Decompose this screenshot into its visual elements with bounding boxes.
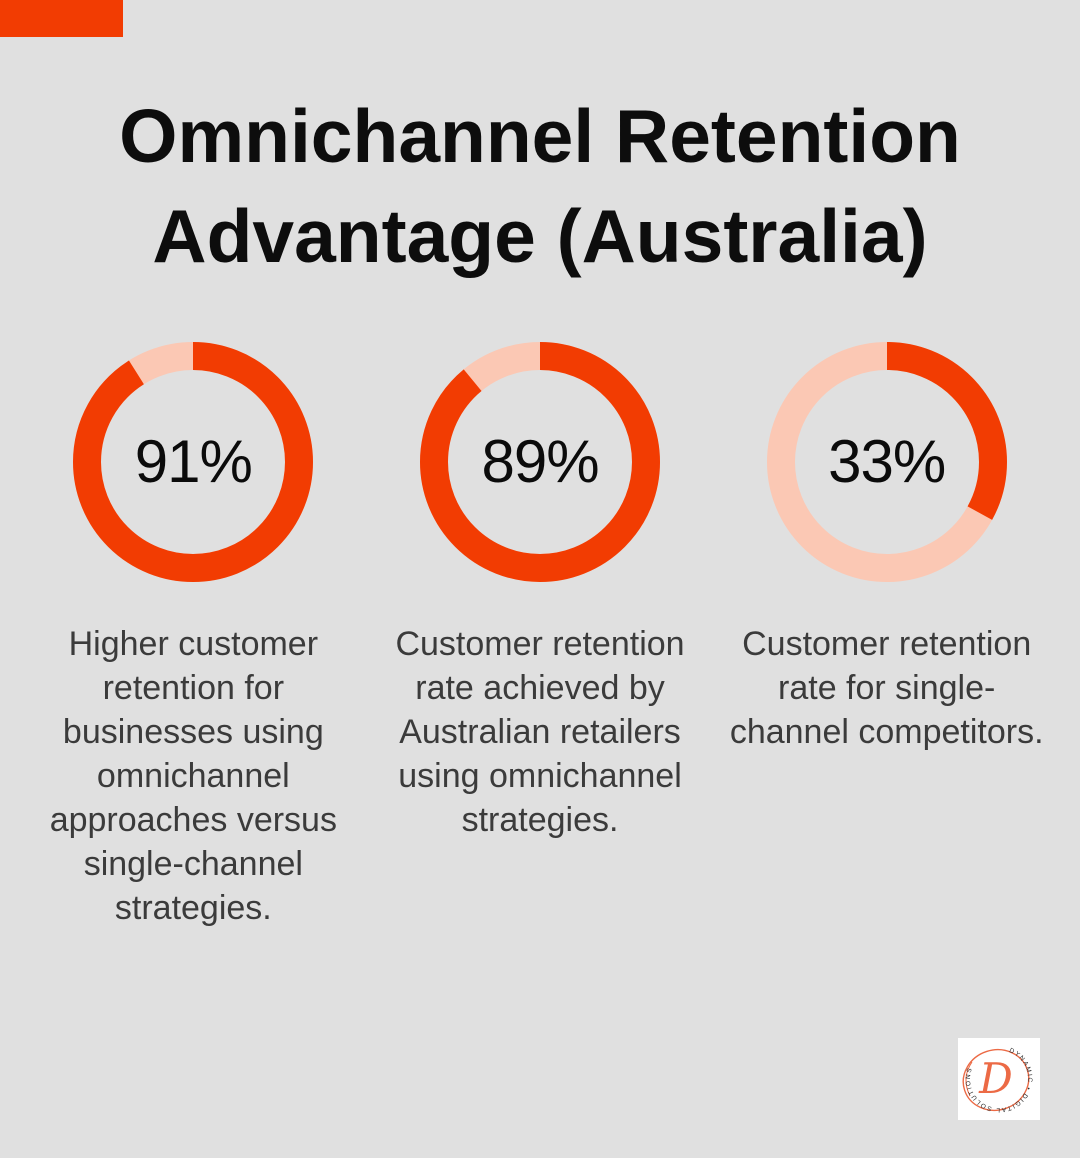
logo-circle-sketch <box>962 1049 1030 1111</box>
chart-description: Customer retention rate achieved by Aust… <box>395 625 685 839</box>
logo-monogram: D <box>978 1054 1013 1103</box>
donut-chart: 33% <box>766 342 1007 582</box>
donut-chart-column: 89% Customer retention rate achieved by … <box>367 342 714 930</box>
percent-label: 33% <box>828 428 946 495</box>
percent-label: 91% <box>134 428 253 495</box>
donut-ring <box>420 342 660 582</box>
chart-description: Customer retention rate for single- chan… <box>729 625 1044 751</box>
page-title-line1: Omnichannel Retention <box>119 94 961 178</box>
donut-chart: 89% <box>420 342 660 582</box>
donut-ring <box>73 342 314 582</box>
donut-chart: 91% <box>73 342 314 582</box>
brand-logo-graphic: D DYNAMIC • DIGITAL SOLUTIONS <box>962 1047 1032 1113</box>
donut-chart-column: 91% Higher customer retention for busine… <box>20 342 367 930</box>
chart-description: Higher customer retention for businesses… <box>49 625 337 927</box>
donut-value-arc <box>766 342 1007 582</box>
corner-accent-bar <box>0 0 123 37</box>
page-title: Omnichannel Retention Advantage (Austral… <box>0 0 1080 286</box>
brand-logo: D DYNAMIC • DIGITAL SOLUTIONS <box>958 1038 1040 1120</box>
logo-circle-sketch-inner <box>965 1061 973 1097</box>
donut-value-arc <box>73 342 314 582</box>
donut-ring <box>766 342 1007 582</box>
page-title-line2: Advantage (Australia) <box>152 194 928 278</box>
donut-chart-column: 33% Customer retention rate for single- … <box>713 342 1060 930</box>
percent-label: 89% <box>481 428 599 495</box>
charts-row: 91% Higher customer retention for busine… <box>0 342 1080 930</box>
donut-value-arc <box>420 342 660 582</box>
